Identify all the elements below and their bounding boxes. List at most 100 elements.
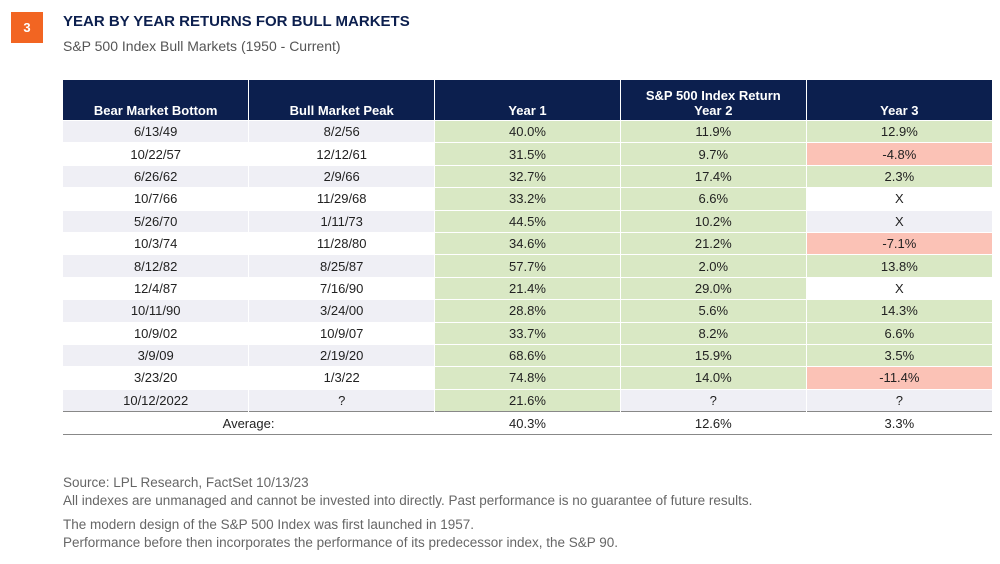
year3-cell: 12.9% <box>805 119 992 143</box>
bull-peak-cell: 11/29/68 <box>248 187 435 211</box>
bear-bottom-cell: 8/12/82 <box>63 254 249 278</box>
table-row: 10/7/66 11/29/68 33.2% 6.6% X <box>63 187 992 211</box>
year1-cell: 57.7% <box>434 254 621 278</box>
year1-cell: 74.8% <box>434 366 621 390</box>
bear-bottom-cell: 5/26/70 <box>63 209 249 233</box>
bull-peak-cell: 3/24/00 <box>248 299 435 323</box>
year2-cell: 11.9% <box>619 119 807 143</box>
header-row: Bear Market Bottom Bull Market Peak Year… <box>63 80 992 121</box>
year3-cell: X <box>805 276 992 300</box>
year1-cell: 33.2% <box>434 187 621 211</box>
col-header-year2: S&P 500 Index Return Year 2 <box>619 80 807 121</box>
year1-cell: 31.5% <box>434 142 621 166</box>
col-header-bull-peak: Bull Market Peak <box>248 80 435 121</box>
average-year1-cell: 40.3% <box>434 411 621 436</box>
bull-peak-cell: 10/9/07 <box>248 321 435 345</box>
table-row: 12/4/87 7/16/90 21.4% 29.0% X <box>63 276 992 300</box>
year2-cell: 9.7% <box>619 142 807 166</box>
bear-bottom-cell: 12/4/87 <box>63 276 249 300</box>
bull-peak-cell: ? <box>248 388 435 412</box>
average-label: Average: <box>63 411 435 436</box>
table-row: 10/11/90 3/24/00 28.8% 5.6% 14.3% <box>63 299 992 323</box>
bull-peak-cell: 11/28/80 <box>248 231 435 255</box>
average-year3-cell: 3.3% <box>805 411 992 436</box>
col-header-year3: Year 3 <box>805 80 992 121</box>
bull-peak-cell: 2/19/20 <box>248 343 435 367</box>
year2-cell: 21.2% <box>619 231 807 255</box>
bear-bottom-cell: 6/13/49 <box>63 119 249 143</box>
table-row: 8/12/82 8/25/87 57.7% 2.0% 13.8% <box>63 254 992 278</box>
index-note: The modern design of the S&P 500 Index w… <box>63 517 475 532</box>
table-row: 10/22/57 12/12/61 31.5% 9.7% -4.8% <box>63 142 992 166</box>
year2-cell: 8.2% <box>619 321 807 345</box>
year3-cell: ? <box>805 388 992 412</box>
year2-cell: 17.4% <box>619 164 807 188</box>
year3-cell: -4.8% <box>805 142 992 166</box>
year2-cell: 5.6% <box>619 299 807 323</box>
year2-cell: 15.9% <box>619 343 807 367</box>
chart-number-badge: 3 <box>11 12 43 43</box>
year3-cell: -7.1% <box>805 231 992 255</box>
year2-cell: 14.0% <box>619 366 807 390</box>
footnotes: Source: LPL Research, FactSet 10/13/23 A… <box>63 474 752 552</box>
table-row: 10/3/74 11/28/80 34.6% 21.2% -7.1% <box>63 231 992 255</box>
chart-subtitle: S&P 500 Index Bull Markets (1950 - Curre… <box>63 38 341 54</box>
group-header: S&P 500 Index Return <box>645 88 781 103</box>
returns-table: Bear Market Bottom Bull Market Peak Year… <box>63 80 992 436</box>
year3-cell: 6.6% <box>805 321 992 345</box>
table-row: 5/26/70 1/11/73 44.5% 10.2% X <box>63 209 992 233</box>
year2-cell: ? <box>619 388 807 412</box>
table-row: 6/26/62 2/9/66 32.7% 17.4% 2.3% <box>63 164 992 188</box>
bear-bottom-cell: 10/3/74 <box>63 231 249 255</box>
bear-bottom-cell: 10/22/57 <box>63 142 249 166</box>
year3-cell: X <box>805 187 992 211</box>
bull-peak-cell: 12/12/61 <box>248 142 435 166</box>
year1-cell: 34.6% <box>434 231 621 255</box>
year2-cell: 6.6% <box>619 187 807 211</box>
year1-cell: 40.0% <box>434 119 621 143</box>
year1-cell: 44.5% <box>434 209 621 233</box>
bull-peak-cell: 7/16/90 <box>248 276 435 300</box>
year1-cell: 68.6% <box>434 343 621 367</box>
col-header-bear-bottom: Bear Market Bottom <box>63 80 249 121</box>
bull-peak-cell: 1/11/73 <box>248 209 435 233</box>
bull-peak-cell: 8/25/87 <box>248 254 435 278</box>
year3-cell: 2.3% <box>805 164 992 188</box>
bear-bottom-cell: 6/26/62 <box>63 164 249 188</box>
bear-bottom-cell: 3/9/09 <box>63 343 249 367</box>
year2-cell: 2.0% <box>619 254 807 278</box>
year2-cell: 10.2% <box>619 209 807 233</box>
bear-bottom-cell: 10/7/66 <box>63 187 249 211</box>
year3-cell: 13.8% <box>805 254 992 278</box>
bull-peak-cell: 8/2/56 <box>248 119 435 143</box>
year1-cell: 21.4% <box>434 276 621 300</box>
bear-bottom-cell: 3/23/20 <box>63 366 249 390</box>
table-row: 10/9/02 10/9/07 33.7% 8.2% 6.6% <box>63 321 992 345</box>
table-row: 6/13/49 8/2/56 40.0% 11.9% 12.9% <box>63 119 992 143</box>
table-row: 10/12/2022? 21.6%?? <box>63 388 992 412</box>
average-year2-cell: 12.6% <box>619 411 807 436</box>
bear-bottom-cell: 10/12/2022 <box>63 388 249 412</box>
year2-label: Year 2 <box>694 103 733 118</box>
year2-cell: 29.0% <box>619 276 807 300</box>
table-row: 3/9/09 2/19/20 68.6% 15.9% 3.5% <box>63 343 992 367</box>
year1-cell: 32.7% <box>434 164 621 188</box>
bull-peak-cell: 1/3/22 <box>248 366 435 390</box>
table-row: 3/23/20 1/3/22 74.8% 14.0% -11.4% <box>63 366 992 390</box>
year3-cell: 3.5% <box>805 343 992 367</box>
year3-cell: 14.3% <box>805 299 992 323</box>
disclaimer-note: All indexes are unmanaged and cannot be … <box>63 493 753 508</box>
year1-cell: 33.7% <box>434 321 621 345</box>
year3-cell: -11.4% <box>805 366 992 390</box>
chart-title: YEAR BY YEAR RETURNS FOR BULL MARKETS <box>63 13 410 30</box>
bear-bottom-cell: 10/11/90 <box>63 299 249 323</box>
source-note: Source: LPL Research, FactSet 10/13/23 <box>63 475 309 490</box>
average-row: Average: 40.3% 12.6% 3.3% <box>63 411 992 436</box>
bear-bottom-cell: 10/9/02 <box>63 321 249 345</box>
predecessor-note: Performance before then incorporates the… <box>63 535 619 550</box>
col-header-year1: Year 1 <box>434 80 621 121</box>
year3-cell: X <box>805 209 992 233</box>
year1-cell: 21.6% <box>434 388 621 412</box>
year1-cell: 28.8% <box>434 299 621 323</box>
bull-peak-cell: 2/9/66 <box>248 164 435 188</box>
